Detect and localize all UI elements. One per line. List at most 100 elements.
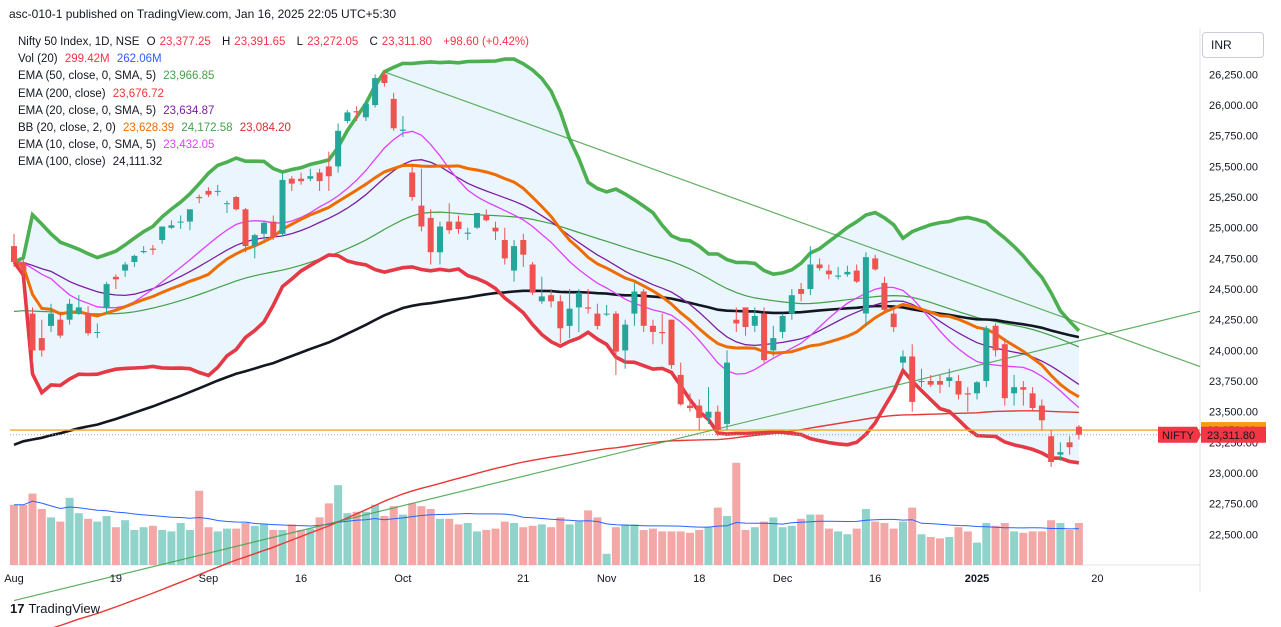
ema20-line — [13, 159, 1080, 385]
candle-body — [168, 225, 175, 228]
candle-body — [205, 190, 212, 195]
candle-body — [835, 275, 842, 277]
volume-bar — [648, 528, 657, 565]
volume-bar — [834, 531, 843, 565]
price-tick-label: 24,250.00 — [1209, 315, 1258, 327]
candle-body — [177, 221, 184, 223]
volume-bar — [565, 524, 574, 565]
volume-bar — [28, 493, 37, 565]
candle-body — [251, 235, 258, 247]
legend-bb-label: BB (20, close, 2, 0) — [18, 122, 116, 135]
volume-bar — [621, 524, 630, 565]
volume-bars — [10, 462, 1083, 565]
volume-bar — [436, 518, 444, 565]
price-tick-label: 25,750.00 — [1209, 131, 1258, 143]
volume-bar — [760, 521, 769, 565]
candle-body — [242, 209, 249, 247]
volume-bar — [556, 517, 565, 565]
volume-bar — [260, 524, 268, 565]
volume-bar — [889, 528, 898, 565]
volume-bar — [324, 503, 333, 565]
candle-body — [677, 374, 684, 405]
candle-body — [696, 405, 703, 418]
legend-symbol-title: Nifty 50 Index, 1D, NSE — [18, 36, 140, 48]
volume-bar — [352, 511, 361, 565]
volume-bar — [408, 503, 417, 565]
indicator-legend: Nifty 50 Index, 1D, NSE O 23,377.25 H 23,3… — [18, 34, 533, 172]
volume-bar — [74, 513, 83, 565]
candle-body — [316, 172, 323, 182]
volume-bar — [176, 523, 185, 565]
volume-bar — [639, 530, 648, 565]
time-tick-label: 18 — [693, 573, 705, 585]
tradingview-footer: 17 TradingView — [10, 600, 100, 618]
bb-basis-line — [13, 163, 1080, 399]
legend-volume-row: Vol (20) 299.42M 262.06M — [18, 51, 533, 68]
candle-body — [1029, 393, 1036, 408]
volume-bar — [1056, 523, 1065, 565]
candle-body — [288, 178, 295, 184]
volume-bar — [611, 527, 620, 565]
candle-body — [1011, 387, 1018, 394]
legend-ema100-row: EMA (100, close) 24,111.32 — [18, 154, 533, 171]
legend-ema50-row: EMA (50, close, 0, SMA, 5) 23,966.85 — [18, 68, 533, 85]
volume-bar — [519, 527, 528, 565]
currency-selector[interactable]: INR — [1202, 32, 1264, 58]
legend-ema200-row: EMA (200, close) 23,676.72 — [18, 86, 533, 103]
bb-upper-line — [13, 57, 1081, 333]
volume-bar — [537, 524, 546, 565]
volume-bar — [741, 530, 750, 565]
candle-body — [298, 178, 305, 182]
legend-close: 23,311.80 — [381, 36, 433, 48]
candle-body — [798, 289, 805, 294]
volume-bar — [482, 530, 491, 565]
candle-body — [714, 411, 721, 431]
volume-bar — [787, 525, 796, 565]
volume-bar — [287, 524, 296, 565]
candle-body — [779, 316, 786, 332]
volume-bar — [750, 527, 759, 565]
volume-bar — [593, 517, 602, 565]
candle-body — [770, 338, 777, 351]
volume-bar — [778, 527, 787, 565]
legend-ema20-value: 23,634.87 — [163, 104, 215, 117]
candle-body — [964, 393, 971, 395]
candle-body — [992, 325, 999, 351]
legend-ema10-row: EMA (10, close, 0, SMA, 5) 23,432.05 — [18, 137, 533, 154]
candle-body — [788, 295, 795, 314]
legend-ema200-value: 23,676.72 — [112, 87, 164, 100]
price-tick-label: 26,250.00 — [1209, 69, 1258, 81]
legend-high-label: H — [221, 36, 231, 48]
candle-body — [372, 78, 379, 106]
legend-low: 23,272.05 — [307, 36, 359, 48]
legend-ohlc-row: Nifty 50 Index, 1D, NSE O 23,377.25 H 23,3… — [18, 34, 533, 51]
candle-body — [149, 248, 156, 250]
volume-bar — [880, 523, 889, 565]
candle-body — [474, 213, 480, 228]
candle-body — [492, 227, 499, 232]
volume-bar — [213, 531, 222, 565]
volume-bar — [223, 528, 231, 565]
volume-bar — [723, 516, 731, 565]
volume-bar — [463, 523, 472, 565]
candle-body — [390, 98, 397, 129]
candle-body — [825, 270, 832, 275]
candle-body — [214, 190, 221, 192]
legend-ema20-label: EMA (20, close, 0, SMA, 5) — [18, 104, 157, 117]
candle-body — [751, 316, 758, 326]
volume-bar — [306, 528, 315, 565]
volume-bar — [380, 516, 389, 565]
time-tick-label: 16 — [869, 573, 881, 585]
volume-bar — [19, 504, 28, 565]
time-tick-label: 16 — [295, 573, 307, 585]
volume-bar — [47, 517, 55, 565]
candle-body — [862, 257, 869, 314]
bollinger-band-fill — [14, 59, 1079, 463]
price-tick-label: 24,500.00 — [1209, 284, 1258, 296]
candle-body — [455, 221, 462, 229]
publish-header-text: asc-010-1 published on TradingView.com, … — [9, 7, 397, 21]
legend-volume-value: 299.42M — [64, 53, 110, 66]
legend-change: +98.60 (+0.42%) — [443, 36, 529, 48]
volume-bar — [1037, 531, 1046, 565]
